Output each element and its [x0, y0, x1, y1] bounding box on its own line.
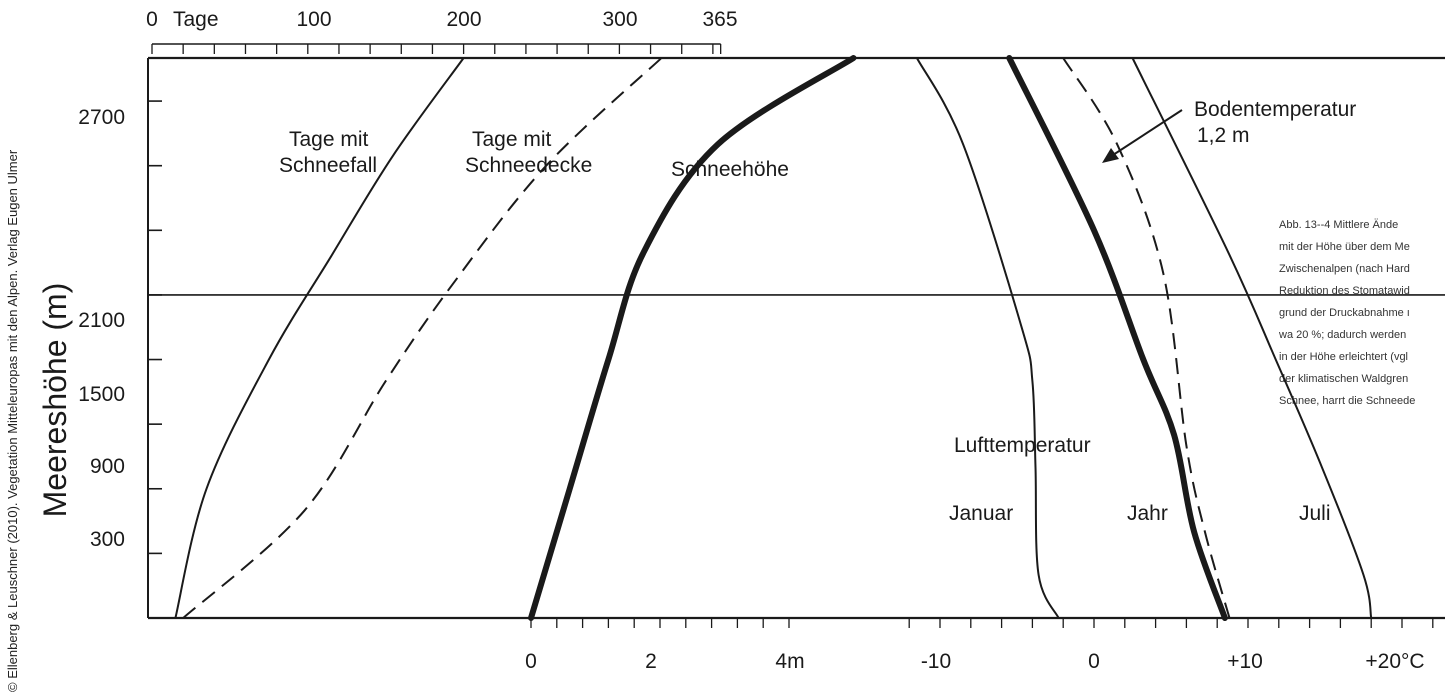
- caption-line: grund der Druckabnahme ı: [1279, 307, 1410, 319]
- top-tick-label: 0: [146, 8, 158, 31]
- top-tick-label: 300: [602, 8, 637, 31]
- snow-tick-label: 2: [645, 650, 657, 673]
- label-jahr: Jahr: [1127, 502, 1168, 525]
- y-tick-label: 2100: [78, 309, 125, 332]
- y-tick-label: 2700: [78, 106, 125, 129]
- series-line-2: [528, 55, 857, 621]
- snow-tick-label: 4m: [775, 650, 804, 673]
- y-tick-labels: 300 900 1500 2100 2700: [78, 106, 125, 551]
- series-labels: Tage mit Schneefall Tage mit Schneedecke…: [279, 98, 1356, 525]
- bottom-axis-labels: 0 2 4m -10 0 +10 +20°C: [525, 650, 1424, 673]
- annotation-arrow-shaft: [1112, 109, 1183, 156]
- copyright-credit: © Ellenberg & Leuschner (2010). Vegetati…: [5, 149, 20, 692]
- snow-tick-label: 0: [525, 650, 537, 673]
- top-tick-label: 200: [446, 8, 481, 31]
- label-januar: Januar: [949, 502, 1013, 525]
- temp-tick-label: -10: [921, 650, 951, 673]
- figure-caption: Abb. 13--4 Mittlere Ände mit der Höhe üb…: [1278, 219, 1415, 407]
- label-schneefall-2: Schneefall: [279, 154, 377, 177]
- caption-line: wa 20 %; dadurch werden: [1278, 329, 1406, 341]
- series-line-1: [182, 57, 663, 619]
- label-schneefall-1: Tage mit: [289, 128, 369, 151]
- caption-line: der klimatischen Waldgren: [1279, 373, 1408, 385]
- y-tick-label: 900: [90, 455, 125, 478]
- caption-line: Abb. 13--4 Mittlere Ände: [1279, 219, 1398, 231]
- series-line-5: [1062, 57, 1231, 619]
- label-bodentemperatur-depth: 1,2 m: [1197, 124, 1250, 147]
- top-day-axis-labels: 0 Tage 100 200 300 365: [146, 8, 737, 31]
- caption-line: in der Höhe erleichtert (vgl: [1279, 351, 1408, 363]
- y-axis-title: Meereshöhe (m): [37, 283, 73, 518]
- series-line-0: [174, 57, 465, 619]
- temp-tick-label: 0: [1088, 650, 1100, 673]
- temp-tick-label: +20°C: [1365, 650, 1424, 673]
- top-axis-unit: Tage: [173, 8, 219, 31]
- label-juli: Juli: [1299, 502, 1331, 525]
- label-lufttemperatur: Lufttemperatur: [954, 434, 1091, 457]
- caption-line: Reduktion des Stomatawid: [1279, 285, 1410, 297]
- series-line-6: [1131, 57, 1373, 619]
- y-tick-label: 1500: [78, 383, 125, 406]
- y-tick-label: 300: [90, 528, 125, 551]
- temp-tick-label: +10: [1227, 650, 1263, 673]
- annotation-arrow-head: [1102, 148, 1119, 163]
- series-line-4: [1006, 55, 1228, 621]
- series-line-3: [915, 57, 1060, 619]
- caption-line: Schnee, harrt die Schneede: [1279, 395, 1415, 407]
- top-tick-label: 100: [296, 8, 331, 31]
- caption-line: Zwischenalpen (nach Hard: [1279, 263, 1410, 275]
- top-tick-label: 365: [702, 8, 737, 31]
- label-schneedecke-2: Schneedecke: [465, 154, 592, 177]
- caption-line: mit der Höhe über dem Me: [1279, 241, 1410, 253]
- plot-area: [147, 43, 1445, 628]
- label-schneedecke-1: Tage mit: [472, 128, 552, 151]
- label-bodentemperatur: Bodentemperatur: [1194, 98, 1356, 121]
